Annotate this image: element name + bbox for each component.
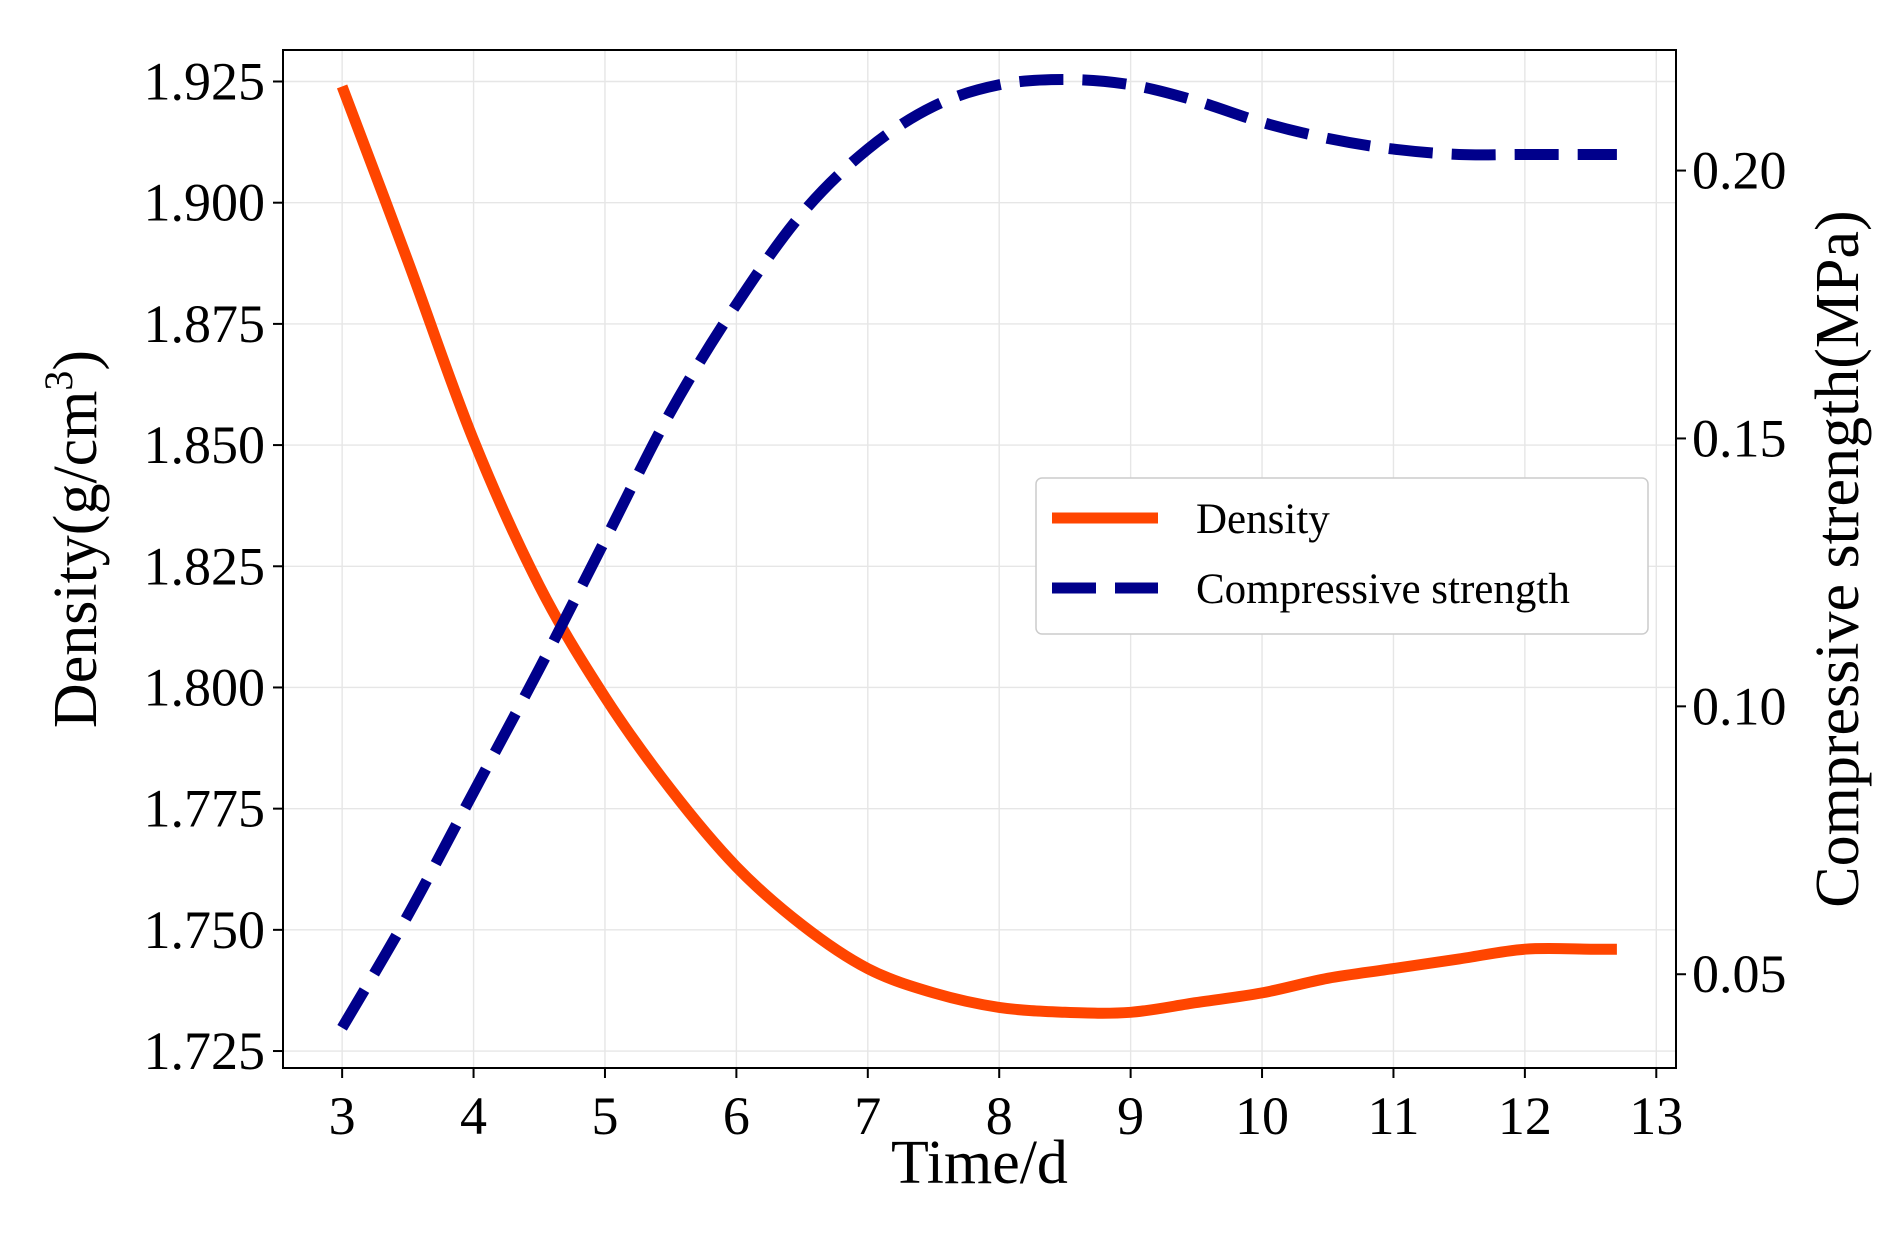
x-tick-label: 6 [723,1086,750,1146]
legend-label-density: Density [1196,496,1330,543]
x-tick-label: 10 [1235,1086,1289,1146]
y-axis-left-title-suffix: ) [42,350,110,371]
x-axis-title: Time/d [891,1129,1068,1197]
y-right-tick-label: 0.15 [1692,408,1787,468]
x-axis: 3 4 5 6 7 8 9 10 11 12 13 [329,1068,1683,1146]
y-left-tick-label: 1.725 [144,1021,266,1081]
y-left-tick-label: 1.825 [144,536,266,596]
legend: Density Compressive strength [1035,477,1649,635]
y-left-tick-label: 1.800 [144,657,266,717]
series-layer [336,74,1617,1031]
y-left-tick-label: 1.750 [144,900,266,960]
x-tick-label: 5 [591,1086,618,1146]
x-tick-label: 11 [1367,1086,1419,1146]
y-axis-left-title-main: Density(g/cm [42,391,110,729]
y-left-tick-label: 1.900 [144,173,266,233]
legend-label-compressive-strength: Compressive strength [1196,566,1570,613]
legend-box [1035,477,1649,635]
y-left-tick-label: 1.875 [144,294,266,354]
y-axis-left: 1.725 1.750 1.775 1.800 1.825 1.850 1.875 1.900… [144,52,283,1081]
y-left-tick-label: 1.925 [144,52,266,112]
y-right-tick-label: 0.10 [1692,676,1787,736]
y-right-tick-label: 0.20 [1692,141,1787,201]
y-axis-right: 0.05 0.10 0.15 0.20 [1676,141,1787,1004]
x-tick-label: 8 [986,1086,1013,1146]
plot-frame [282,49,1677,1069]
series-line-density [336,84,1617,1019]
x-tick-label: 4 [460,1086,487,1146]
x-tick-label: 7 [854,1086,881,1146]
y-left-tick-label: 1.775 [144,779,266,839]
y-axis-right-title: Compressive strength(MPa) [1804,210,1872,907]
x-tick-label: 12 [1498,1086,1552,1146]
series-line-compressive-strength [337,74,1617,1031]
x-tick-label: 9 [1117,1086,1144,1146]
grid [283,50,1676,1068]
y-axis-left-title-superscript: 3 [36,371,81,391]
x-tick-label: 13 [1629,1086,1683,1146]
y-left-tick-label: 1.850 [144,415,266,475]
x-tick-label: 3 [329,1086,356,1146]
y-axis-left-title: Density(g/cm3) [36,350,110,728]
y-right-tick-label: 0.05 [1692,944,1787,1004]
